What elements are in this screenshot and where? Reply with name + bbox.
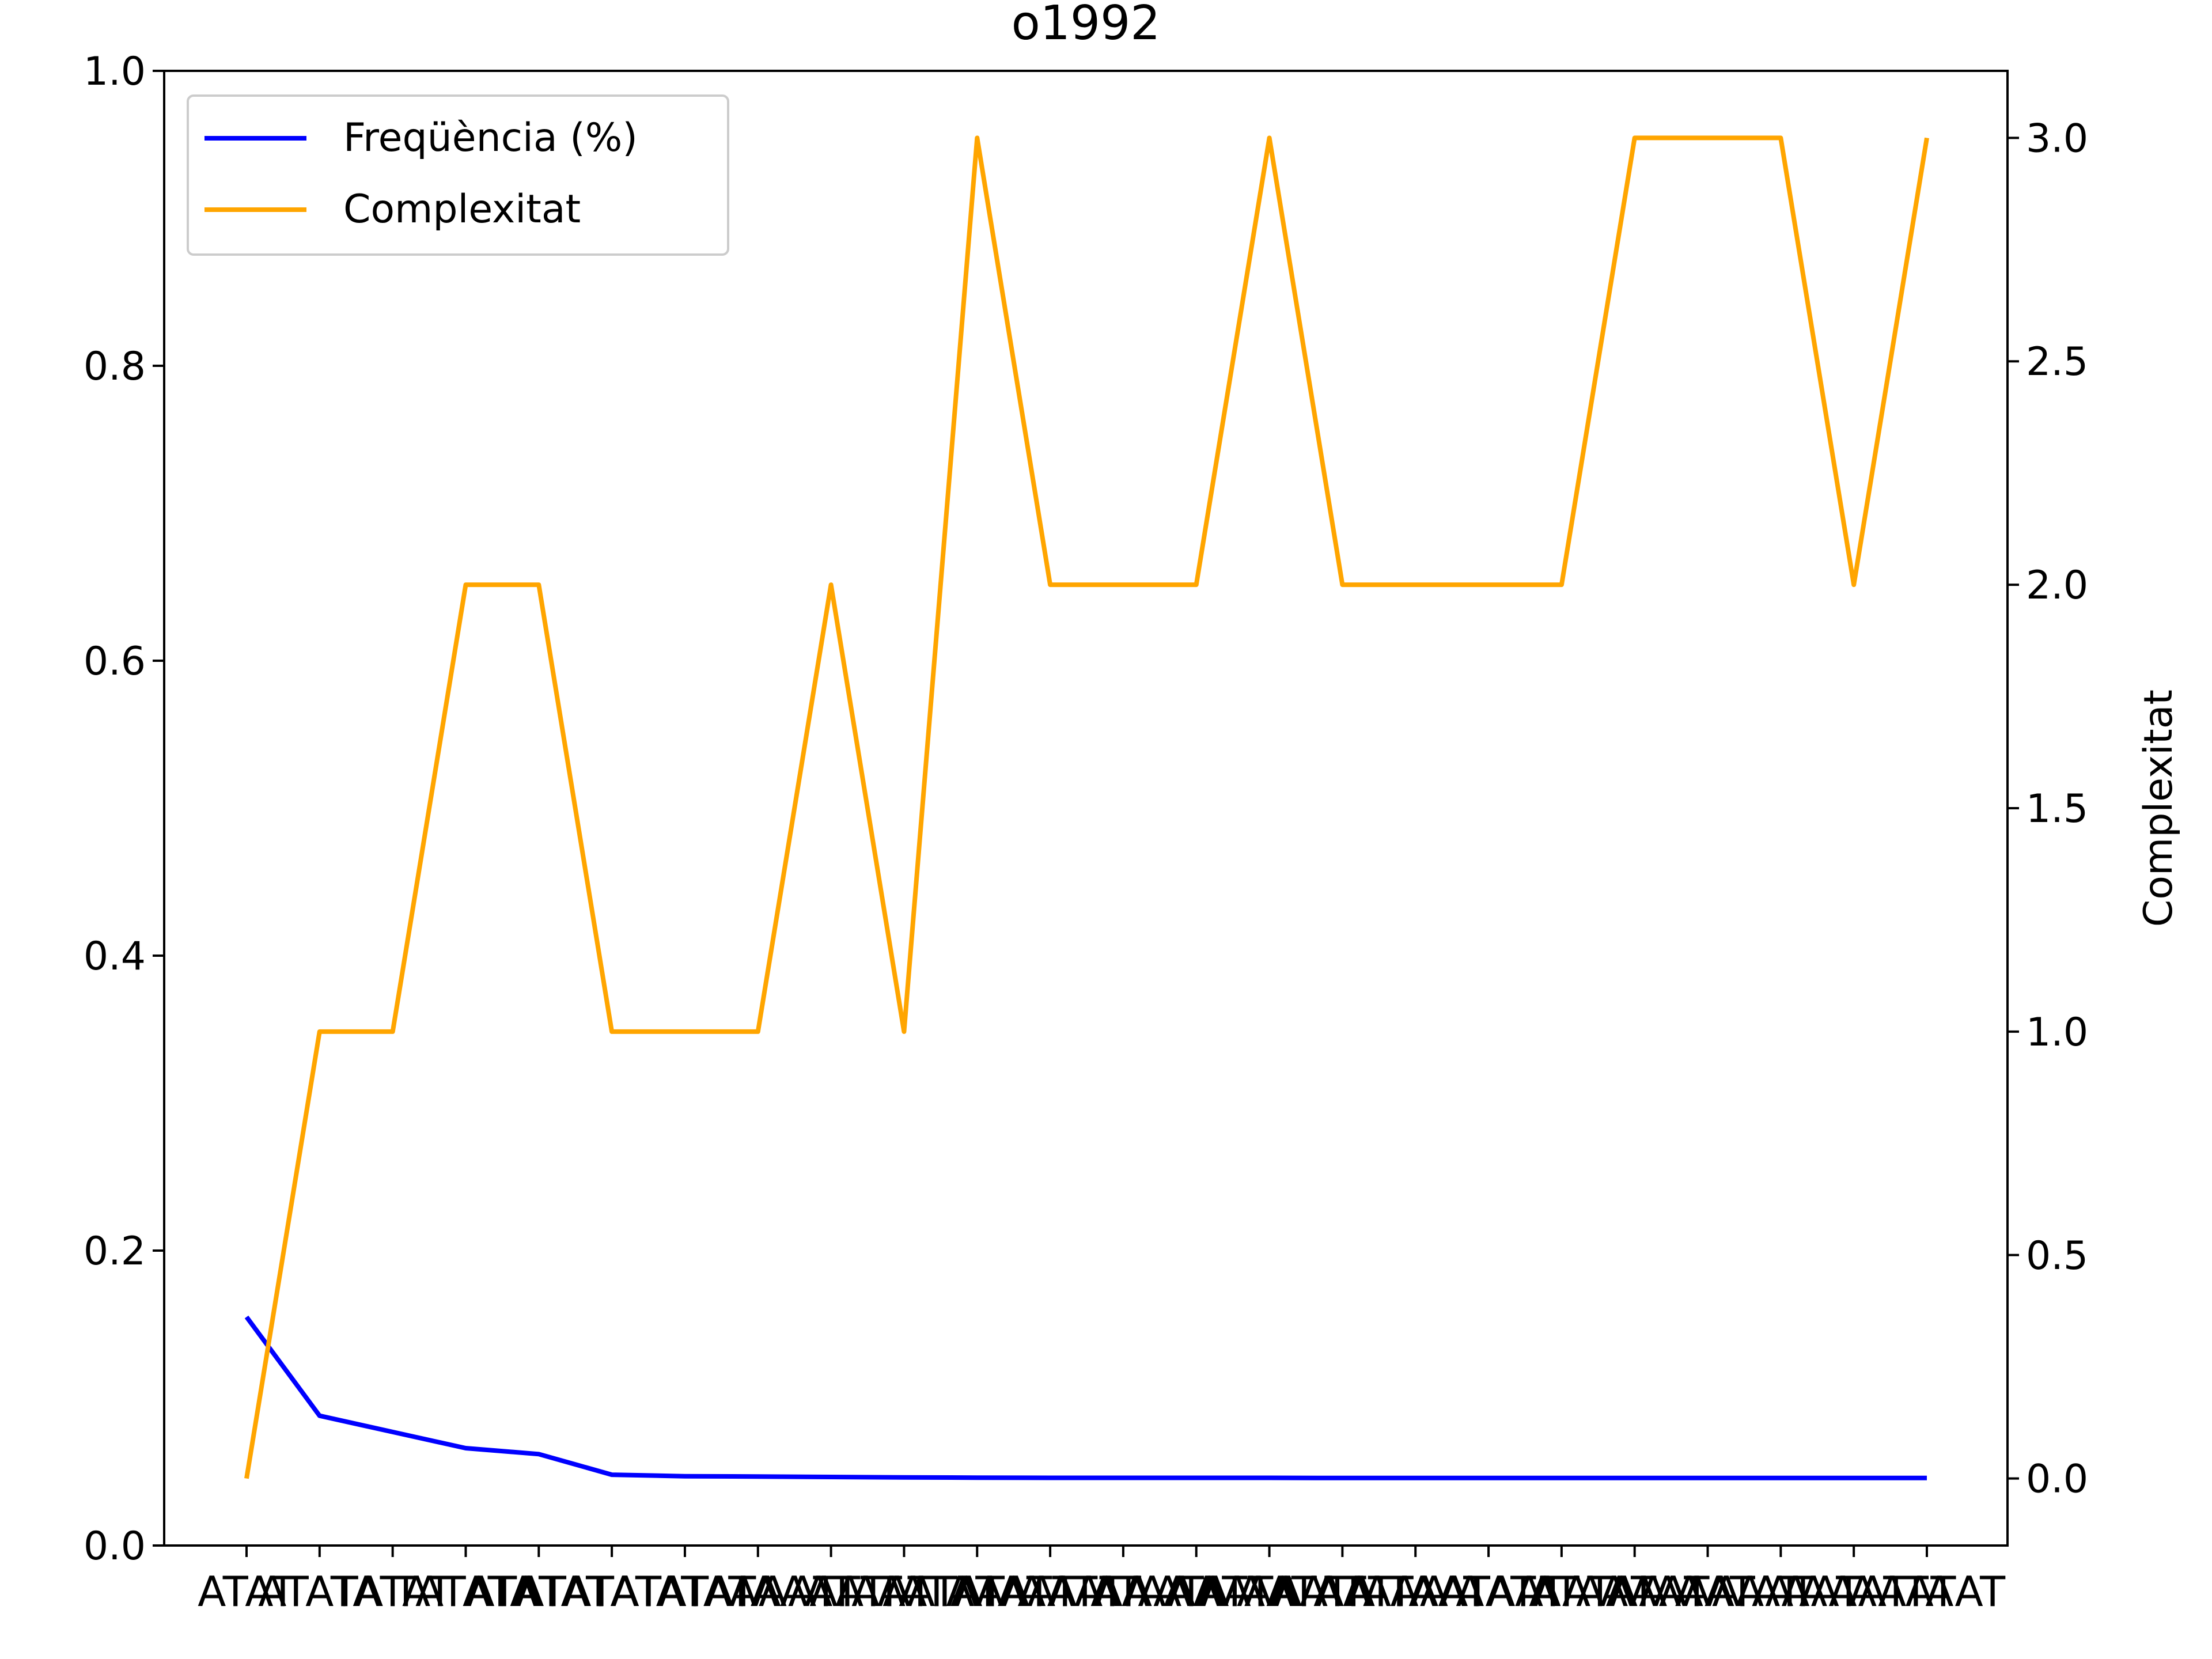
right-y-axis: 0.0 0.5 1.0 1.5 2.0 2.5 3.0 — [2008, 116, 2088, 1502]
x-tick-label: ATAAATAA — [1090, 1567, 1302, 1616]
x-tick-label: AATAAATA — [1675, 1567, 1887, 1616]
series-line-1 — [244, 135, 1929, 1479]
x-tick-label: ATAT — [198, 1567, 296, 1616]
x-tick-label: TATAT — [332, 1567, 453, 1616]
x-tick-label: ATATAAAT — [656, 1567, 861, 1616]
left-y-tick-label: 0.8 — [84, 344, 146, 389]
x-tick-label: AAATAATA — [1164, 1567, 1375, 1616]
left-y-tick-label: 0.6 — [84, 639, 146, 684]
chart-title: o1992 — [1012, 0, 1161, 51]
series-line-0 — [244, 1315, 1927, 1480]
left-y-tick-label: 1.0 — [84, 49, 146, 94]
x-tick-label: ATATATAT — [516, 1567, 709, 1616]
right-y-tick-label: 1.5 — [2026, 786, 2088, 832]
x-tick-label: ATATATAA — [804, 1567, 1004, 1616]
legend: Freqüència (%) Complexitat — [187, 94, 729, 256]
right-y-axis-title: Complexitat — [2136, 690, 2181, 927]
x-tick-label: TATATATA — [588, 1567, 781, 1616]
plot-area — [244, 135, 1929, 1480]
left-y-tick-label: 0.4 — [84, 934, 146, 979]
legend-label-complexitat: Complexitat — [343, 187, 581, 232]
x-tick-label: AATAAATA — [1017, 1567, 1229, 1616]
left-y-tick-label: 0.2 — [84, 1229, 146, 1274]
x-tick-label: AATAATAA — [1237, 1567, 1448, 1616]
x-tick-label: ATATAT — [466, 1567, 612, 1616]
x-tick-label: ATAAATAT — [1752, 1567, 1956, 1616]
right-y-tick-label: 1.0 — [2026, 1010, 2088, 1055]
x-tick-label: AAATAAAT — [1600, 1567, 1816, 1616]
x-tick-label: AAATATAA — [1456, 1567, 1667, 1616]
legend-box — [187, 94, 729, 256]
x-tick-label: ATAATAAA — [1529, 1567, 1740, 1616]
right-y-tick-label: 2.5 — [2026, 339, 2088, 385]
x-tick-label: ATATA — [258, 1567, 381, 1616]
x-tick-label: TATATA — [393, 1567, 539, 1616]
x-tick-label: AAATATAT — [729, 1567, 933, 1616]
left-y-tick-label: 0.0 — [84, 1524, 146, 1569]
x-tick-label: AATATATA — [877, 1567, 1077, 1616]
right-y-tick-label: 3.0 — [2026, 116, 2088, 161]
x-tick-label: ATATAATA — [1316, 1567, 1516, 1616]
left-y-axis: 0.0 0.2 0.4 0.6 0.8 1.0 — [84, 49, 164, 1569]
right-y-tick-label: 2.0 — [2026, 563, 2088, 608]
x-axis: ATATATATATATATTATATAATATATATATATATTATATA… — [198, 1546, 2006, 1616]
x-tick-label: TAATATAA — [1386, 1567, 1590, 1616]
x-tick-label: AATAAT — [1849, 1567, 2006, 1616]
right-y-tick-label: 0.0 — [2026, 1457, 2088, 1502]
x-tick-label: ATAATATA — [950, 1567, 1150, 1616]
legend-label-frequencia: Freqüència (%) — [343, 115, 638, 161]
right-y-tick-label: 0.5 — [2026, 1233, 2088, 1279]
